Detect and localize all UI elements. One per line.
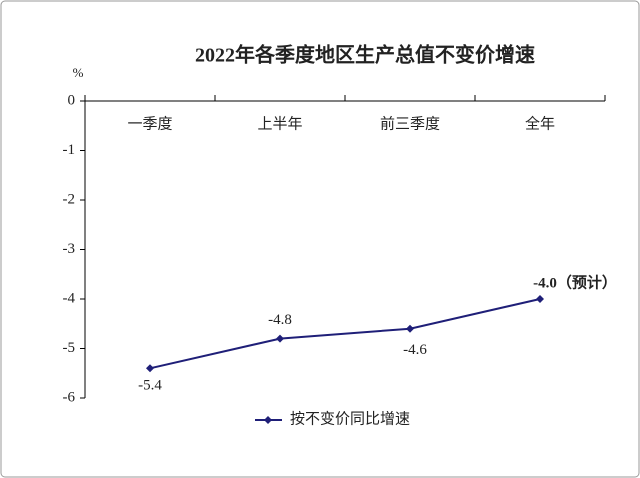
y-tick-label: -5 (63, 340, 76, 356)
data-label: -4.8 (268, 312, 292, 328)
data-point (146, 364, 154, 373)
series-line (149, 298, 541, 370)
x-tick-label: 一季度 (127, 115, 172, 132)
legend-marker (264, 416, 272, 424)
x-tick-label: 上半年 (257, 115, 302, 132)
y-tick-label: -3 (63, 241, 76, 257)
x-tick-label: 全年 (525, 114, 555, 132)
y-tick-label: -1 (63, 142, 76, 158)
data-point (406, 324, 414, 333)
y-unit: % (73, 65, 84, 80)
data-label: -5.4 (138, 378, 162, 394)
data-label: -4.6 (403, 342, 427, 358)
y-tick-label: 0 (68, 92, 76, 108)
chart-title: 2022年各季度地区生产总值不变价增速 (195, 43, 535, 67)
legend-label: 按不变价同比增速 (290, 410, 410, 427)
data-point (276, 334, 284, 343)
data-label: -4.0（预计） (533, 273, 617, 291)
y-tick-label: -6 (63, 389, 76, 405)
y-tick-label: -4 (63, 290, 76, 306)
y-tick-label: -2 (63, 191, 76, 207)
data-point (536, 295, 544, 303)
x-tick-label: 前三季度 (380, 115, 440, 132)
